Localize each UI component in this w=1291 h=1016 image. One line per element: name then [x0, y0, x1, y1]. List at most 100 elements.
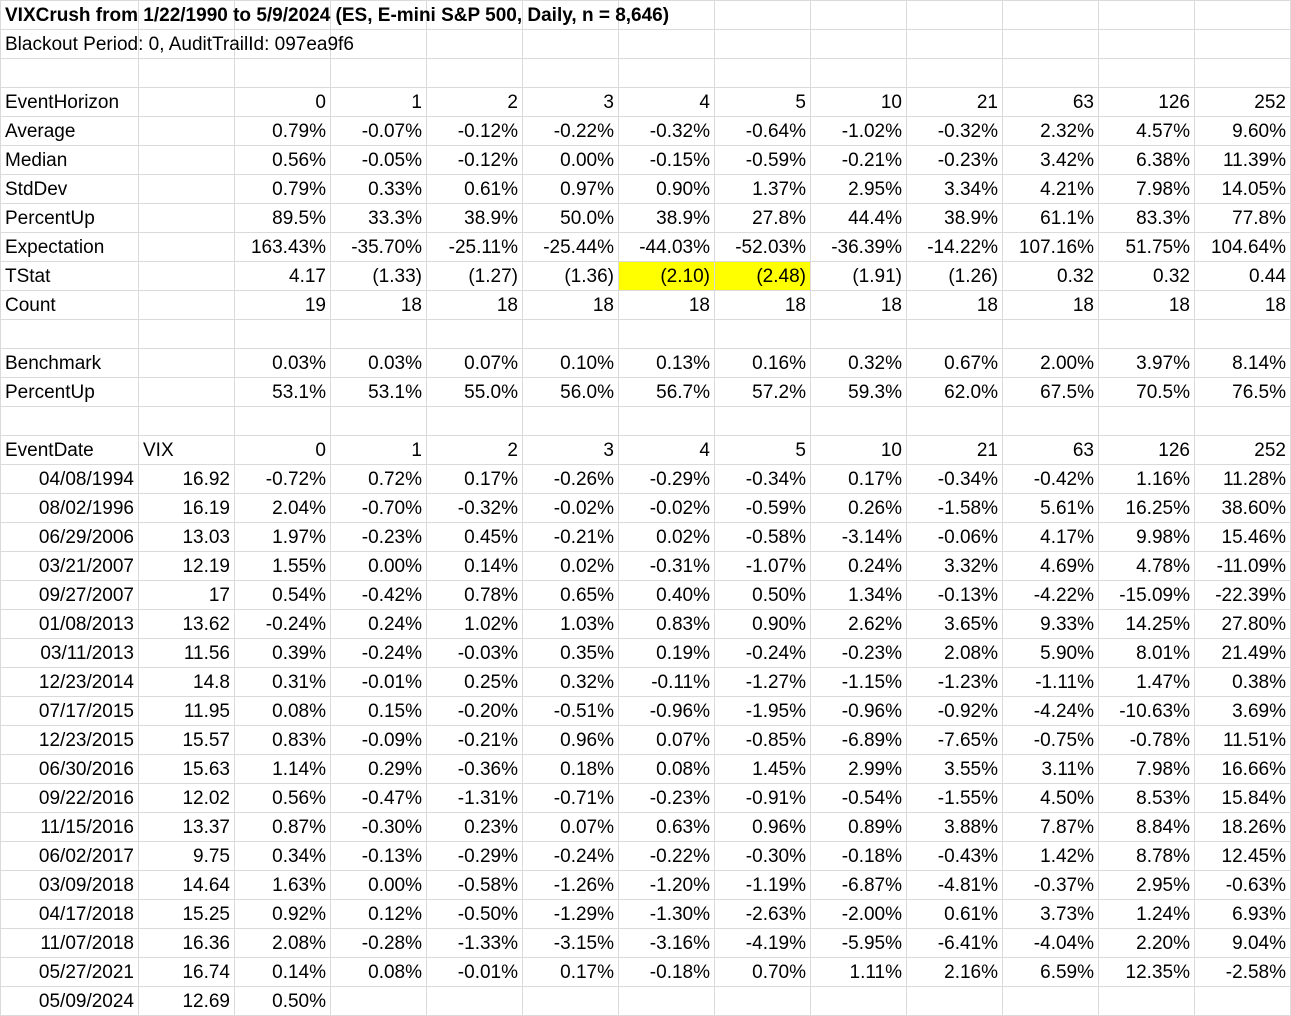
stat-cell[interactable]: -14.22%: [906, 232, 1003, 262]
horizon-header[interactable]: 5: [714, 435, 811, 465]
empty-cell[interactable]: [810, 406, 907, 436]
return-cell[interactable]: 8.01%: [1098, 638, 1195, 668]
stat-cell[interactable]: 18: [618, 290, 715, 320]
stat-cell[interactable]: 83.3%: [1098, 203, 1195, 233]
return-cell[interactable]: [1194, 986, 1291, 1016]
stat-cell[interactable]: 0.32: [1098, 261, 1195, 291]
return-cell[interactable]: 2.20%: [1098, 928, 1195, 958]
row-label[interactable]: Average: [0, 116, 139, 146]
return-cell[interactable]: 0.56%: [234, 783, 331, 813]
event-date[interactable]: 09/27/2007: [0, 580, 139, 610]
empty-cell[interactable]: [138, 406, 235, 436]
return-cell[interactable]: -0.70%: [330, 493, 427, 523]
return-cell[interactable]: 1.34%: [810, 580, 907, 610]
return-cell[interactable]: 0.72%: [330, 464, 427, 494]
return-cell[interactable]: -1.27%: [714, 667, 811, 697]
return-cell[interactable]: -15.09%: [1098, 580, 1195, 610]
benchmark-cell[interactable]: 0.16%: [714, 348, 811, 378]
event-date[interactable]: 03/09/2018: [0, 870, 139, 900]
return-cell[interactable]: 3.32%: [906, 551, 1003, 581]
return-cell[interactable]: -0.24%: [714, 638, 811, 668]
horizon-header[interactable]: 21: [906, 87, 1003, 117]
return-cell[interactable]: 0.96%: [522, 725, 619, 755]
benchmark-cell[interactable]: 62.0%: [906, 377, 1003, 407]
return-cell[interactable]: 6.93%: [1194, 899, 1291, 929]
return-cell[interactable]: 2.16%: [906, 957, 1003, 987]
return-cell[interactable]: -0.01%: [330, 667, 427, 697]
empty-cell[interactable]: [138, 348, 235, 378]
return-cell[interactable]: -10.63%: [1098, 696, 1195, 726]
benchmark-cell[interactable]: 76.5%: [1194, 377, 1291, 407]
return-cell[interactable]: -1.26%: [522, 870, 619, 900]
stat-cell[interactable]: (1.91): [810, 261, 907, 291]
return-cell[interactable]: 0.38%: [1194, 667, 1291, 697]
stat-cell[interactable]: 77.8%: [1194, 203, 1291, 233]
empty-cell[interactable]: [1194, 406, 1291, 436]
return-cell[interactable]: 1.63%: [234, 870, 331, 900]
return-cell[interactable]: 0.78%: [426, 580, 523, 610]
stat-cell[interactable]: 1.37%: [714, 174, 811, 204]
return-cell[interactable]: 3.55%: [906, 754, 1003, 784]
horizon-header[interactable]: 126: [1098, 435, 1195, 465]
horizon-header[interactable]: 1: [330, 435, 427, 465]
stat-cell[interactable]: -52.03%: [714, 232, 811, 262]
return-cell[interactable]: 0.35%: [522, 638, 619, 668]
return-cell[interactable]: 0.89%: [810, 812, 907, 842]
event-date-header[interactable]: EventDate: [0, 435, 139, 465]
benchmark-cell[interactable]: 0.07%: [426, 348, 523, 378]
return-cell[interactable]: -2.58%: [1194, 957, 1291, 987]
return-cell[interactable]: 0.14%: [234, 957, 331, 987]
return-cell[interactable]: 1.02%: [426, 609, 523, 639]
return-cell[interactable]: -1.11%: [1002, 667, 1099, 697]
return-cell[interactable]: 5.90%: [1002, 638, 1099, 668]
stat-cell[interactable]: -0.21%: [810, 145, 907, 175]
return-cell[interactable]: -0.72%: [234, 464, 331, 494]
event-date[interactable]: 06/30/2016: [0, 754, 139, 784]
return-cell[interactable]: 0.29%: [330, 754, 427, 784]
return-cell[interactable]: 1.55%: [234, 551, 331, 581]
return-cell[interactable]: 0.39%: [234, 638, 331, 668]
vix-value[interactable]: 15.57: [138, 725, 235, 755]
return-cell[interactable]: -0.75%: [1002, 725, 1099, 755]
row-label[interactable]: EventHorizon: [0, 87, 139, 117]
stat-cell[interactable]: 9.60%: [1194, 116, 1291, 146]
return-cell[interactable]: 0.18%: [522, 754, 619, 784]
return-cell[interactable]: 3.65%: [906, 609, 1003, 639]
return-cell[interactable]: -2.00%: [810, 899, 907, 929]
return-cell[interactable]: [426, 986, 523, 1016]
empty-cell[interactable]: [618, 406, 715, 436]
return-cell[interactable]: -0.91%: [714, 783, 811, 813]
benchmark-cell[interactable]: 0.03%: [234, 348, 331, 378]
horizon-header[interactable]: 0: [234, 87, 331, 117]
return-cell[interactable]: -3.14%: [810, 522, 907, 552]
vix-value[interactable]: 13.03: [138, 522, 235, 552]
return-cell[interactable]: 2.08%: [234, 928, 331, 958]
return-cell[interactable]: 27.80%: [1194, 609, 1291, 639]
stat-cell[interactable]: 0.79%: [234, 174, 331, 204]
event-date[interactable]: 07/17/2015: [0, 696, 139, 726]
stat-cell[interactable]: -1.02%: [810, 116, 907, 146]
return-cell[interactable]: 1.11%: [810, 957, 907, 987]
event-date[interactable]: 12/23/2014: [0, 667, 139, 697]
return-cell[interactable]: 0.14%: [426, 551, 523, 581]
benchmark-cell[interactable]: 67.5%: [1002, 377, 1099, 407]
return-cell[interactable]: 0.02%: [618, 522, 715, 552]
stat-cell[interactable]: -0.64%: [714, 116, 811, 146]
return-cell[interactable]: -0.21%: [426, 725, 523, 755]
return-cell[interactable]: 9.04%: [1194, 928, 1291, 958]
row-label[interactable]: Count: [0, 290, 139, 320]
horizon-header[interactable]: 3: [522, 87, 619, 117]
stat-cell[interactable]: 38.9%: [618, 203, 715, 233]
return-cell[interactable]: -0.24%: [522, 841, 619, 871]
return-cell[interactable]: -0.78%: [1098, 725, 1195, 755]
return-cell[interactable]: -1.29%: [522, 899, 619, 929]
return-cell[interactable]: -0.30%: [330, 812, 427, 842]
event-date[interactable]: 12/23/2015: [0, 725, 139, 755]
return-cell[interactable]: 0.31%: [234, 667, 331, 697]
event-date[interactable]: 03/11/2013: [0, 638, 139, 668]
return-cell[interactable]: -0.28%: [330, 928, 427, 958]
return-cell[interactable]: -0.21%: [522, 522, 619, 552]
horizon-header[interactable]: 63: [1002, 87, 1099, 117]
stat-cell[interactable]: 18: [810, 290, 907, 320]
stat-cell[interactable]: (1.33): [330, 261, 427, 291]
